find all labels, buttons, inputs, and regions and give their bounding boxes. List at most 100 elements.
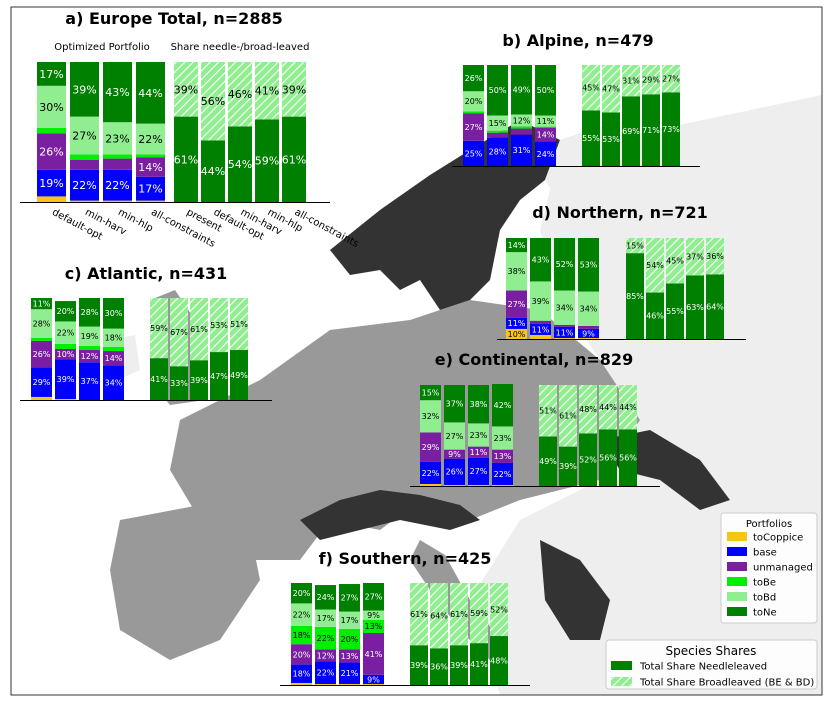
northern-bar-toCoppice-0 [506, 328, 527, 339]
continental-share-needle-0 [539, 436, 557, 486]
southern-share-broad-3 [470, 583, 488, 644]
atlantic-share-broad-0 [150, 298, 168, 359]
europe-bar-toBd-0 [37, 85, 66, 128]
alpine-share-needle-0 [582, 110, 600, 166]
europe-bar-toCoppice-1 [70, 200, 99, 202]
continental-share-needle-label-4: 56% [619, 454, 637, 463]
europe-share-needle-0 [174, 116, 198, 202]
atlantic-label-base-0: 29% [33, 378, 51, 387]
northern-label-base-1: 11% [532, 325, 550, 334]
northern-bar-toNe-2 [554, 238, 575, 291]
atlantic-share-broad-4 [230, 298, 248, 351]
northern-share-broad-0 [626, 238, 644, 254]
panel-atlantic: c) Atlantic, n=431 29% 26% 28% 11% 39% 10% 22% 2… [20, 264, 272, 401]
alpine-share-needle-4 [662, 92, 680, 166]
europe-label-toNe-0: 17% [39, 68, 63, 81]
europe-subtitle-portfolio: Optimized Portfolio [54, 42, 150, 53]
southern-label-unmanaged-0: 20% [293, 650, 311, 659]
southern-label-unmanaged-2: 13% [341, 652, 359, 661]
continental-bar-toBd-2 [468, 423, 489, 447]
europe-title: a) Europe Total, n=2885 [65, 9, 282, 28]
alpine-bar-base-2 [511, 134, 532, 166]
southern-bar-unmanaged-0 [291, 644, 312, 665]
continental-label-unmanaged-2: 11% [470, 448, 488, 457]
southern-share-broad-label-2: 61% [450, 610, 468, 619]
europe-label-toNe-2: 43% [105, 86, 129, 99]
alpine-bar-toBd-2 [511, 114, 532, 127]
europe-share-broad-2 [228, 62, 252, 127]
legend-species-title: Species Shares [666, 644, 757, 658]
europe-bar-toBe-0 [37, 127, 66, 134]
map-land-west-central [170, 300, 640, 560]
alpine-label-toNe-1: 50% [489, 86, 507, 95]
alpine-bar-toBd-0 [463, 91, 484, 112]
atlantic-label-toNe-2: 28% [81, 308, 99, 317]
northern-bar-base-0 [506, 317, 527, 329]
alpine-bar-unmanaged-2 [511, 128, 532, 135]
atlantic-label-toNe-1: 20% [57, 307, 75, 316]
northern-label-toNe-3: 53% [580, 261, 598, 270]
northern-share-broad-2 [666, 238, 684, 284]
southern-bar-unmanaged-2 [339, 649, 360, 663]
continental-share-needle-label-0: 49% [539, 457, 557, 466]
alpine-bar-toBd-3 [535, 115, 556, 127]
europe-share-broad-0 [174, 62, 198, 117]
alpine-bar-toBe-1 [487, 130, 508, 133]
europe-share-needle-2 [228, 126, 252, 202]
atlantic-label-toBd-0: 28% [33, 319, 51, 328]
atlantic-bar-unmanaged-1 [55, 349, 76, 360]
alpine-share-needle-label-4: 73% [662, 125, 680, 134]
europe-bar-toNe-0 [37, 62, 66, 86]
northern-bar-base-3 [578, 328, 599, 338]
legend-swatch-base [727, 547, 747, 556]
atlantic-share-needle-0 [150, 358, 168, 400]
atlantic-label-unmanaged-2: 12% [81, 352, 99, 361]
southern-bar-toCoppice-0 [291, 682, 312, 685]
continental-label-toBd-1: 27% [446, 432, 464, 441]
europe-bar-toNe-1 [70, 62, 99, 117]
southern-bar-toBd-3 [363, 610, 384, 620]
continental-label-toBd-0: 32% [422, 412, 440, 421]
northern-share-needle-3 [686, 275, 704, 339]
atlantic-share-needle-2 [190, 360, 208, 400]
europe-share-needle-label-3: 59% [255, 155, 279, 168]
southern-share-needle-label-0: 39% [410, 661, 428, 670]
alpine-share-needle-1 [602, 112, 620, 166]
legend-swatch-toNe [727, 607, 747, 616]
continental-share-needle-2 [579, 433, 597, 486]
southern-share-broad-1 [430, 583, 448, 649]
atlantic-label-toBd-2: 19% [81, 332, 99, 341]
continental-bar-base-3 [492, 462, 513, 485]
continental-bar-unmanaged-0 [420, 432, 441, 462]
continental-label-toNe-2: 38% [470, 400, 488, 409]
europe-share-needle-4 [282, 116, 306, 202]
europe-label-base-2: 22% [105, 179, 129, 192]
atlantic-share-broad-2 [190, 298, 208, 361]
continental-bar-base-1 [444, 458, 465, 485]
europe-bar-toBd-2 [103, 122, 132, 155]
atlantic-bar-toBd-1 [55, 321, 76, 344]
southern-label-toNe-3: 27% [365, 593, 383, 602]
europe-bar-unmanaged-1 [70, 160, 99, 170]
atlantic-share-broad-label-0: 59% [150, 324, 168, 333]
alpine-bar-toBe-0 [463, 111, 484, 114]
alpine-share-broad-label-0: 45% [582, 84, 600, 93]
alpine-bar-toNe-0 [463, 65, 484, 92]
europe-share-broad-label-0: 39% [174, 83, 198, 96]
continental-share-broad-label-3: 44% [599, 403, 617, 412]
atlantic-label-base-3: 34% [105, 379, 123, 388]
continental-bar-toNe-0 [420, 385, 441, 401]
atlantic-share-needle-label-4: 49% [230, 371, 248, 380]
alpine-label-toNe-0: 26% [465, 74, 483, 83]
northern-share-broad-1 [646, 238, 664, 293]
southern-label-base-1: 22% [317, 669, 335, 678]
map-alps-ridge [300, 490, 480, 540]
europe-bar-toBd-1 [70, 116, 99, 155]
southern-label-toNe-0: 20% [293, 589, 311, 598]
continental-share-broad-3 [599, 385, 617, 430]
southern-label-unmanaged-3: 41% [365, 650, 383, 659]
europe-bar-base-0 [37, 169, 66, 197]
alpine-bar-base-1 [487, 137, 508, 166]
europe-bar-toNe-2 [103, 62, 132, 123]
alpine-bar-unmanaged-3 [535, 127, 556, 142]
